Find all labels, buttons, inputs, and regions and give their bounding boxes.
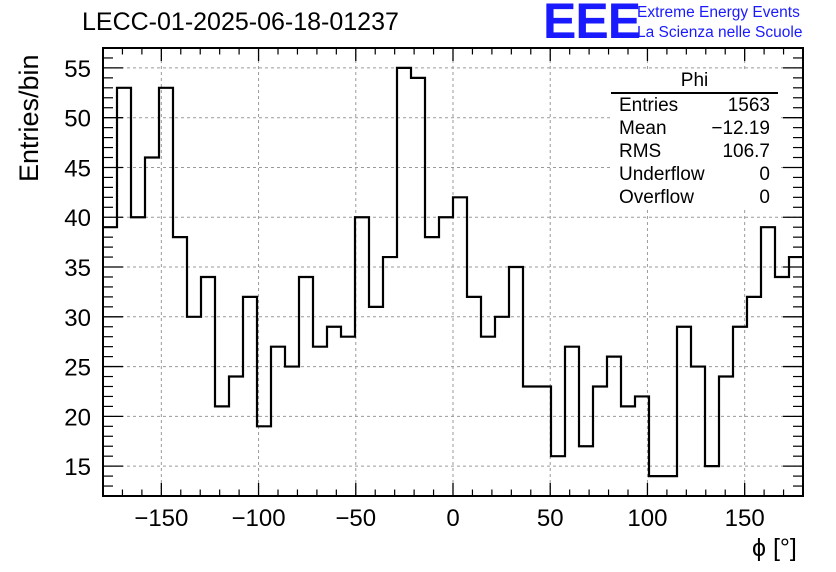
stats-label: Mean xyxy=(619,118,667,139)
stats-row-underflow: Underflow 0 xyxy=(611,163,778,186)
stats-title: Phi xyxy=(611,70,778,94)
stats-value: 106.7 xyxy=(722,141,770,162)
eee-logo: EEE xyxy=(543,0,641,49)
stats-value: 0 xyxy=(759,187,770,208)
plot-frame xyxy=(102,47,804,497)
logo-line-1: Extreme Energy Events xyxy=(637,4,800,21)
x-tick-label: −100 xyxy=(232,505,286,532)
stats-label: Entries xyxy=(619,95,679,116)
x-tick-label: 50 xyxy=(537,505,564,532)
y-tick-label: 35 xyxy=(64,255,91,282)
y-tick-label: 45 xyxy=(64,155,91,182)
chart-title: LECC-01-2025-06-18-01237 xyxy=(82,8,399,36)
x-tick-labels: −150 −100 −50 0 50 100 150 xyxy=(134,505,764,532)
x-tick-label: 150 xyxy=(725,505,765,532)
x-tick-label: −150 xyxy=(134,505,188,532)
y-tick-label: 55 xyxy=(64,56,91,83)
y-tick-label: 50 xyxy=(64,106,91,133)
stats-label: RMS xyxy=(619,141,662,162)
x-axis-label: ϕ [°] xyxy=(752,534,797,562)
x-tick-label: 100 xyxy=(627,505,667,532)
y-tick-label: 20 xyxy=(64,404,91,431)
y-tick-labels: 15 20 25 30 35 40 45 50 55 xyxy=(64,56,91,481)
y-tick-label: 40 xyxy=(64,205,91,232)
stats-row-overflow: Overflow 0 xyxy=(611,186,778,209)
y-tick-label: 30 xyxy=(64,305,91,332)
stats-value: −12.19 xyxy=(711,118,770,139)
stats-value: 1563 xyxy=(727,95,770,116)
x-tick-label: −50 xyxy=(335,505,376,532)
stats-row-rms: RMS 106.7 xyxy=(611,140,778,163)
y-tick-label: 25 xyxy=(64,355,91,382)
y-axis-label: Entries/bin xyxy=(14,54,44,182)
logo-line-2: La Scienza nelle Scuole xyxy=(637,24,803,41)
logo-caption: Extreme Energy Events La Scienza nelle S… xyxy=(637,3,802,43)
x-tick-label: 0 xyxy=(446,505,459,532)
axis-ticks xyxy=(102,47,804,497)
stats-label: Underflow xyxy=(619,164,705,185)
histogram-line xyxy=(103,66,803,478)
stats-value: 0 xyxy=(759,164,770,185)
stats-label: Overflow xyxy=(619,187,694,208)
y-tick-label: 15 xyxy=(64,454,91,481)
stats-row-entries: Entries 1563 xyxy=(611,94,778,117)
stats-box: Phi Entries 1563 Mean −12.19 RMS 106.7 U… xyxy=(611,70,778,209)
stats-row-mean: Mean −12.19 xyxy=(611,117,778,140)
